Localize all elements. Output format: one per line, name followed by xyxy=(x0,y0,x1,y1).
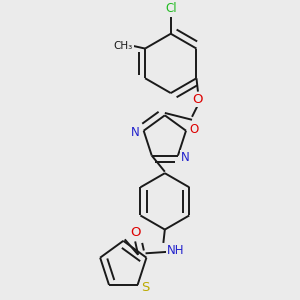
Text: N: N xyxy=(181,151,190,164)
Text: N: N xyxy=(131,126,140,139)
Text: CH₃: CH₃ xyxy=(114,40,133,51)
Text: NH: NH xyxy=(167,244,184,257)
Text: O: O xyxy=(130,226,140,239)
Text: S: S xyxy=(141,281,149,294)
Text: O: O xyxy=(190,123,199,136)
Text: O: O xyxy=(193,93,203,106)
Text: Cl: Cl xyxy=(165,2,177,15)
